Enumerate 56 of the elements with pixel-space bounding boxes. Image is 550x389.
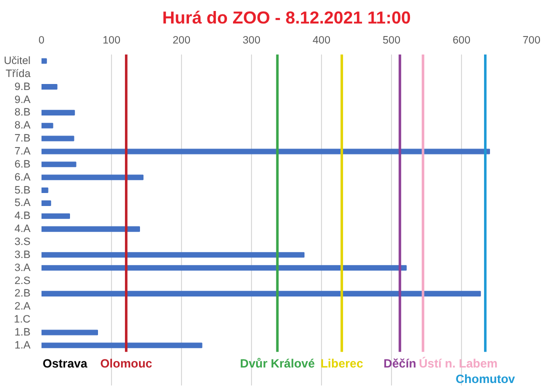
x-tick-label: 200 [172,34,190,46]
bar [42,122,54,128]
y-tick-label: 1.A [14,339,32,352]
bar [42,342,202,348]
ref-line-label: Olomouc [100,356,153,370]
y-tick-label: 7.A [14,145,32,158]
bar [42,330,98,336]
y-tick-label: 4.B [14,210,31,222]
bar [42,174,144,180]
x-tick-label: 400 [312,34,330,46]
y-tick-label: 9.B [14,80,31,93]
y-tick-label: 6.B [14,158,31,170]
y-tick-label: 7.B [14,132,31,145]
y-tick-label: 5.B [14,184,31,196]
ref-line-label: Chomutov [456,372,516,386]
bar [42,226,140,232]
x-tick-label: 700 [522,34,540,46]
bar [42,136,74,142]
y-tick-label: 2.S [14,274,31,287]
bar [42,265,407,271]
y-tick-label: Učitel [4,54,31,67]
x-tick-label: 100 [102,34,120,46]
text: Ostrava [42,356,88,370]
ref-line-label: Ústí n. Labem [418,356,498,370]
y-tick-label: 3.A [14,262,32,274]
y-tick-label: 2.A [14,300,32,313]
y-tick-label: 2.B [14,288,31,300]
y-tick-label: 8.B [14,106,31,119]
y-tick-label: 4.A [14,223,32,236]
bar [42,162,76,168]
y-tick-label: 3.B [14,248,31,261]
bar [42,252,304,258]
bar [42,110,75,116]
bar [42,188,48,194]
x-tick-label: 500 [382,34,400,46]
y-tick-label: 9.A [14,94,32,106]
bar [42,58,47,64]
bar [42,84,58,90]
y-tick-label: 1.B [14,326,31,338]
y-tick-label: 6.A [14,171,32,184]
ref-line-label: Dvůr Králové [240,356,316,370]
x-tick-label: 0 [38,34,45,46]
y-tick-label: 1.C [14,314,31,326]
x-tick-label: 300 [242,34,260,46]
ref-line-label: Děčín [384,356,416,370]
y-tick-label: Třída [6,68,31,80]
ref-line-label: Liberec [320,356,364,370]
y-tick-label: 5.A [14,197,32,210]
bar [42,148,490,154]
bar [42,290,481,296]
chart-title: Hurá do ZOO - 8.12.2021 11:00 [162,8,411,28]
bar [42,200,52,206]
x-tick-label: 600 [452,34,470,46]
y-tick-label: 3.S [14,236,31,248]
bar [42,213,70,219]
y-tick-label: 8.A [14,120,32,132]
